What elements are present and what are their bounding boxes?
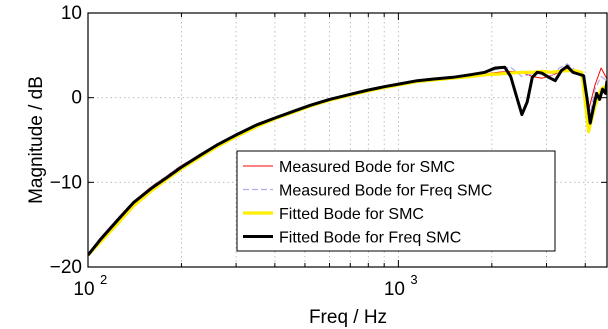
legend-label-2: Measured Bode for Freq SMC — [279, 183, 492, 200]
legend-label-1: Measured Bode for SMC — [279, 159, 455, 176]
y-tick-label: 0 — [71, 88, 82, 109]
series-layer — [88, 63, 607, 257]
y-axis-label: Magnitude / dB — [26, 76, 47, 204]
x-tick-label-exponent: 3 — [410, 272, 417, 287]
plot-frame — [87, 12, 608, 268]
y-tick-label: −20 — [50, 257, 82, 278]
x-tick-label-exponent: 2 — [100, 272, 107, 287]
legend-label-4: Fitted Bode for Freq SMC — [279, 230, 461, 247]
y-tick-label: 10 — [61, 3, 82, 24]
x-axis-label: Freq / Hz — [309, 307, 387, 328]
x-tick-label: 10 — [73, 279, 94, 300]
x-tick-label: 10 — [384, 279, 405, 300]
legend: Measured Bode for SMC Measured Bode for F… — [236, 150, 556, 252]
tick-labels: −20 −10 0 10 10 2 10 3 — [50, 3, 418, 300]
legend-label-3: Fitted Bode for SMC — [279, 206, 424, 223]
legend-box — [236, 150, 556, 252]
series-line-4 — [88, 64, 607, 257]
axis-ticks — [87, 12, 607, 268]
y-tick-label: −10 — [50, 172, 82, 193]
